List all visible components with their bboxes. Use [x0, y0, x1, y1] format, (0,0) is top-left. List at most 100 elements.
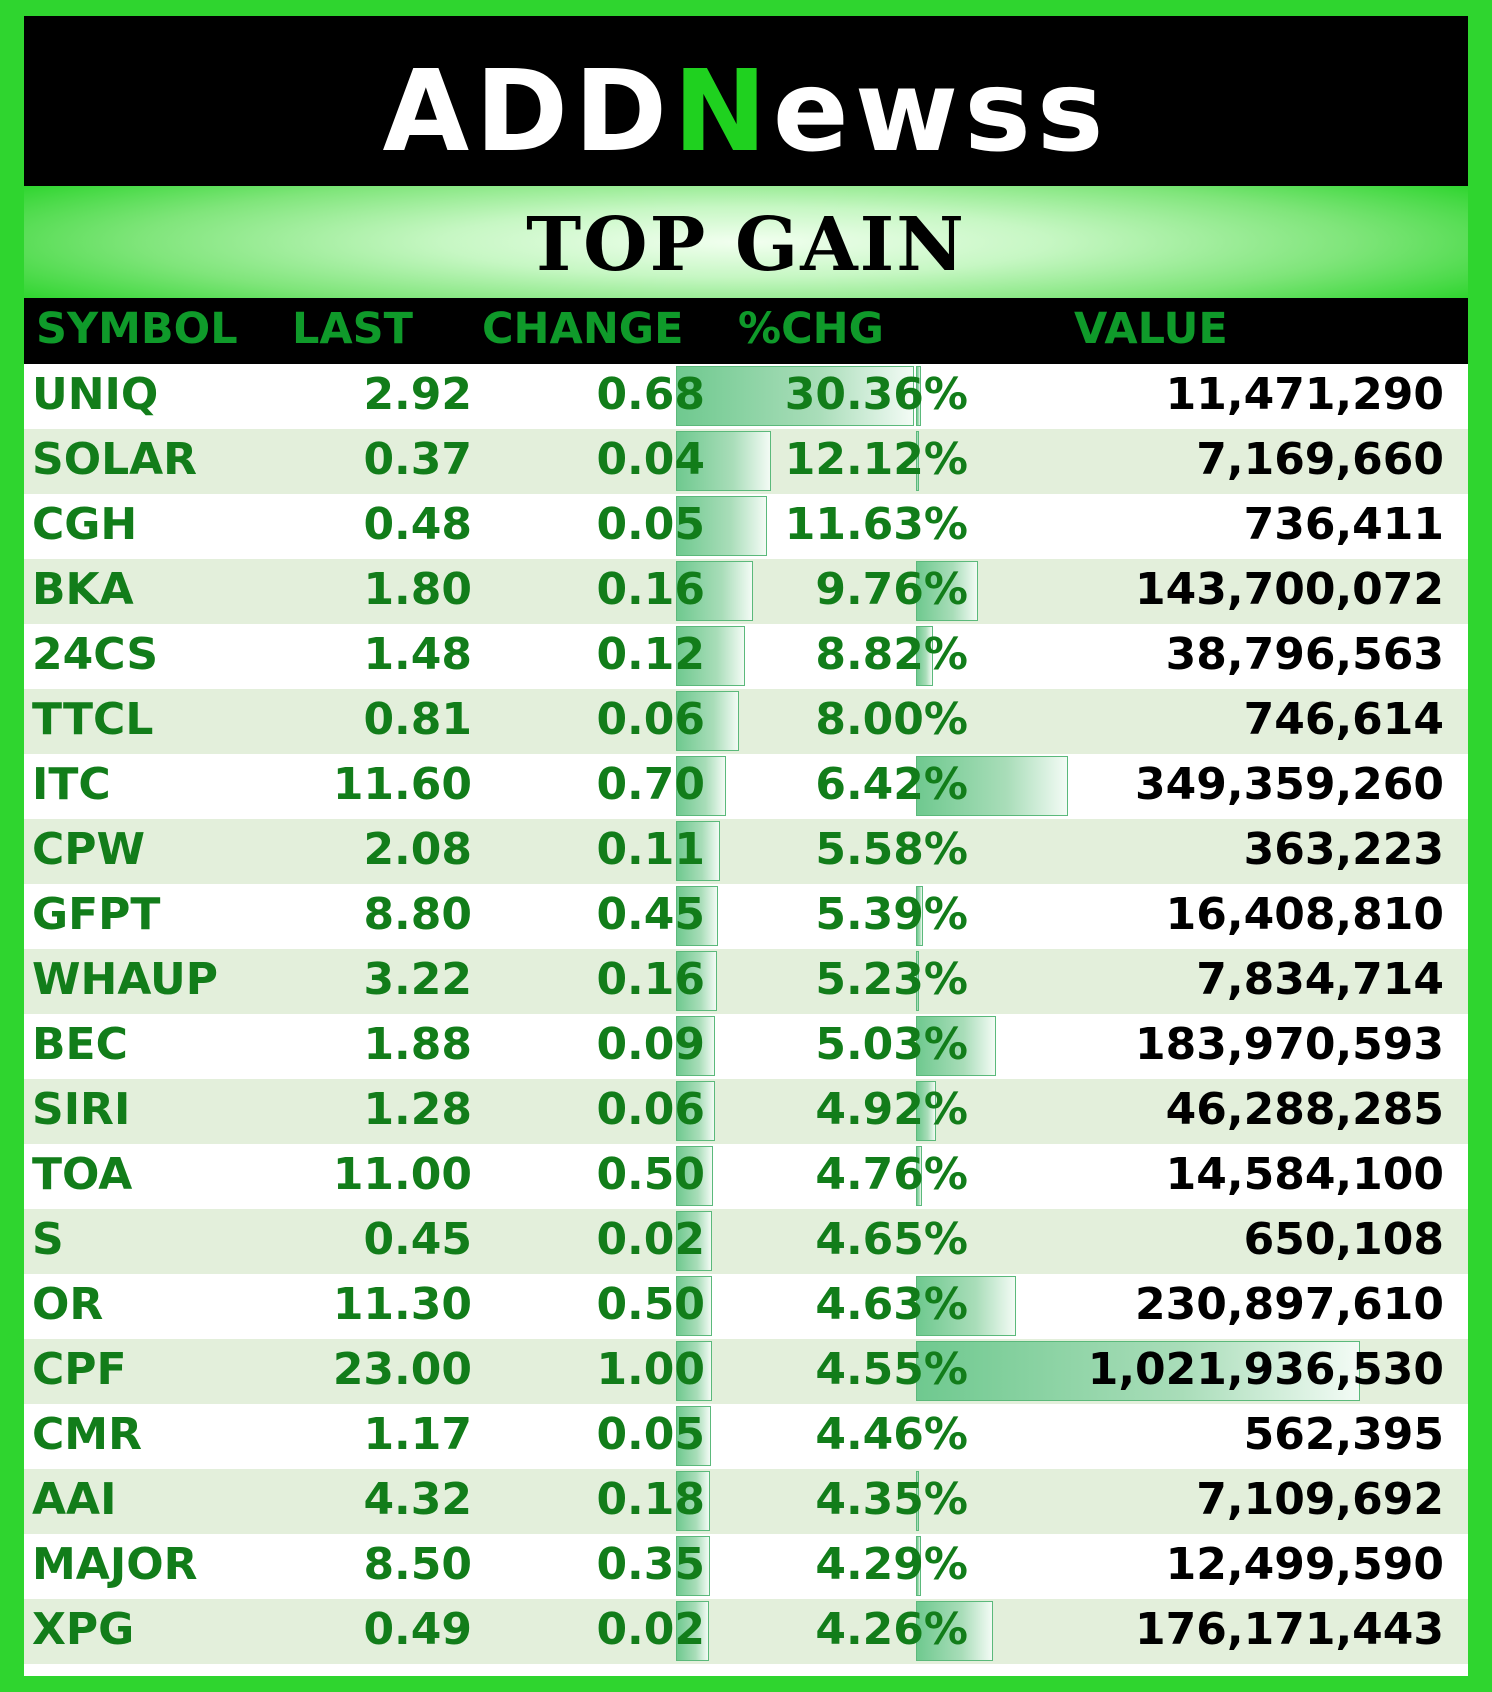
value-bar	[916, 431, 920, 491]
pct-change-cell: 5.23%	[815, 954, 968, 1005]
value-bar	[916, 1601, 993, 1661]
pct-change-cell: 5.58%	[815, 824, 968, 875]
column-header-change: CHANGE	[482, 304, 684, 354]
change-cell: 0.18	[596, 1474, 705, 1525]
pct-change-cell: 4.35%	[815, 1474, 968, 1525]
value-cell: 16,408,810	[1165, 889, 1444, 940]
last-cell: 0.45	[363, 1214, 472, 1265]
pct-change-bar	[676, 1211, 713, 1271]
table-row: XPG 0.49 0.02 4.26% 176,171,443	[24, 1599, 1468, 1664]
table-row: AAI 4.32 0.18 4.35% 7,109,692	[24, 1469, 1468, 1534]
pct-change-cell: 4.26%	[815, 1604, 968, 1655]
symbol-cell: WHAUP	[32, 954, 219, 1005]
value-cell: 746,614	[1243, 694, 1444, 745]
table-row: BKA 1.80 0.16 9.76% 143,700,072	[24, 559, 1468, 624]
pct-change-bar	[676, 366, 914, 426]
table-header: SYMBOL LAST CHANGE %CHG VALUE	[24, 298, 1468, 364]
table-row: ITC 11.60 0.70 6.42% 349,359,260	[24, 754, 1468, 819]
change-cell: 0.05	[596, 499, 705, 550]
last-cell: 8.80	[363, 889, 472, 940]
change-cell: 0.50	[596, 1279, 705, 1330]
pct-change-bar	[676, 1081, 715, 1141]
brand-logo: ADDNewss	[24, 56, 1468, 168]
table-row: BEC 1.88 0.09 5.03% 183,970,593	[24, 1014, 1468, 1079]
change-cell: 0.06	[596, 1084, 705, 1135]
column-header-pct: %CHG	[738, 304, 884, 354]
change-cell: 0.05	[596, 1409, 705, 1460]
symbol-cell: MAJOR	[32, 1539, 198, 1590]
value-cell: 562,395	[1243, 1409, 1444, 1460]
change-cell: 0.68	[596, 369, 705, 420]
column-header-value: VALUE	[1074, 304, 1228, 354]
value-bar	[916, 1471, 920, 1531]
table-row: CPF 23.00 1.00 4.55% 1,021,936,530	[24, 1339, 1468, 1404]
last-cell: 3.22	[363, 954, 472, 1005]
pct-change-bar	[676, 691, 739, 751]
symbol-cell: CPW	[32, 824, 146, 875]
pct-change-bar	[676, 1146, 714, 1206]
change-cell: 0.45	[596, 889, 705, 940]
pct-change-bar	[676, 561, 753, 621]
last-cell: 0.37	[363, 434, 472, 485]
pct-change-bar	[676, 626, 746, 686]
brand-logo-n: N	[673, 47, 773, 177]
symbol-cell: 24CS	[32, 629, 159, 680]
change-cell: 0.35	[596, 1539, 705, 1590]
table-row: GFPT 8.80 0.45 5.39% 16,408,810	[24, 884, 1468, 949]
last-cell: 0.81	[363, 694, 472, 745]
value-cell: 46,288,285	[1165, 1084, 1444, 1135]
value-cell: 7,834,714	[1196, 954, 1444, 1005]
pct-change-cell: 4.29%	[815, 1539, 968, 1590]
symbol-cell: TOA	[32, 1149, 133, 1200]
change-cell: 0.02	[596, 1214, 705, 1265]
last-cell: 2.92	[363, 369, 472, 420]
last-cell: 23.00	[332, 1344, 472, 1395]
brand-logo-text-ewss: ewss	[772, 47, 1110, 177]
pct-change-cell: 9.76%	[815, 564, 968, 615]
table-row: TTCL 0.81 0.06 8.00% 746,614	[24, 689, 1468, 754]
change-cell: 0.12	[596, 629, 705, 680]
pct-change-bar	[676, 431, 771, 491]
value-bar	[916, 561, 979, 621]
table-row: MAJOR 8.50 0.35 4.29% 12,499,590	[24, 1534, 1468, 1599]
change-cell: 0.11	[596, 824, 705, 875]
pct-change-cell: 5.03%	[815, 1019, 968, 1070]
title-bar: TOP GAIN	[24, 186, 1468, 298]
last-cell: 1.48	[363, 629, 472, 680]
table-row: SIRI 1.28 0.06 4.92% 46,288,285	[24, 1079, 1468, 1144]
symbol-cell: AAI	[32, 1474, 117, 1525]
last-cell: 1.17	[363, 1409, 472, 1460]
value-bar	[916, 1276, 1017, 1336]
pct-change-bar	[676, 1601, 710, 1661]
last-cell: 1.88	[363, 1019, 472, 1070]
table-row: TOA 11.00 0.50 4.76% 14,584,100	[24, 1144, 1468, 1209]
value-bar	[916, 626, 933, 686]
change-cell: 0.70	[596, 759, 705, 810]
pct-change-bar	[676, 1276, 713, 1336]
last-cell: 0.48	[363, 499, 472, 550]
pct-change-cell: 8.82%	[815, 629, 968, 680]
symbol-cell: XPG	[32, 1604, 135, 1655]
symbol-cell: BKA	[32, 564, 134, 615]
page-title: TOP GAIN	[526, 202, 966, 288]
change-cell: 0.50	[596, 1149, 705, 1200]
pct-change-cell: 4.55%	[815, 1344, 968, 1395]
symbol-cell: BEC	[32, 1019, 128, 1070]
column-header-last: LAST	[292, 304, 413, 354]
value-cell: 363,223	[1243, 824, 1444, 875]
symbol-cell: SOLAR	[32, 434, 198, 485]
value-cell: 143,700,072	[1135, 564, 1444, 615]
last-cell: 2.08	[363, 824, 472, 875]
pct-change-cell: 4.92%	[815, 1084, 968, 1135]
value-cell: 1,021,936,530	[1087, 1344, 1444, 1395]
pct-change-cell: 4.46%	[815, 1409, 968, 1460]
symbol-cell: SIRI	[32, 1084, 131, 1135]
value-bar	[916, 366, 921, 426]
symbol-cell: CGH	[32, 499, 138, 550]
last-cell: 11.30	[332, 1279, 472, 1330]
symbol-cell: OR	[32, 1279, 104, 1330]
symbol-cell: ITC	[32, 759, 111, 810]
symbol-cell: CMR	[32, 1409, 142, 1460]
value-cell: 12,499,590	[1165, 1539, 1444, 1590]
table-row: CGH 0.48 0.05 11.63% 736,411	[24, 494, 1468, 559]
